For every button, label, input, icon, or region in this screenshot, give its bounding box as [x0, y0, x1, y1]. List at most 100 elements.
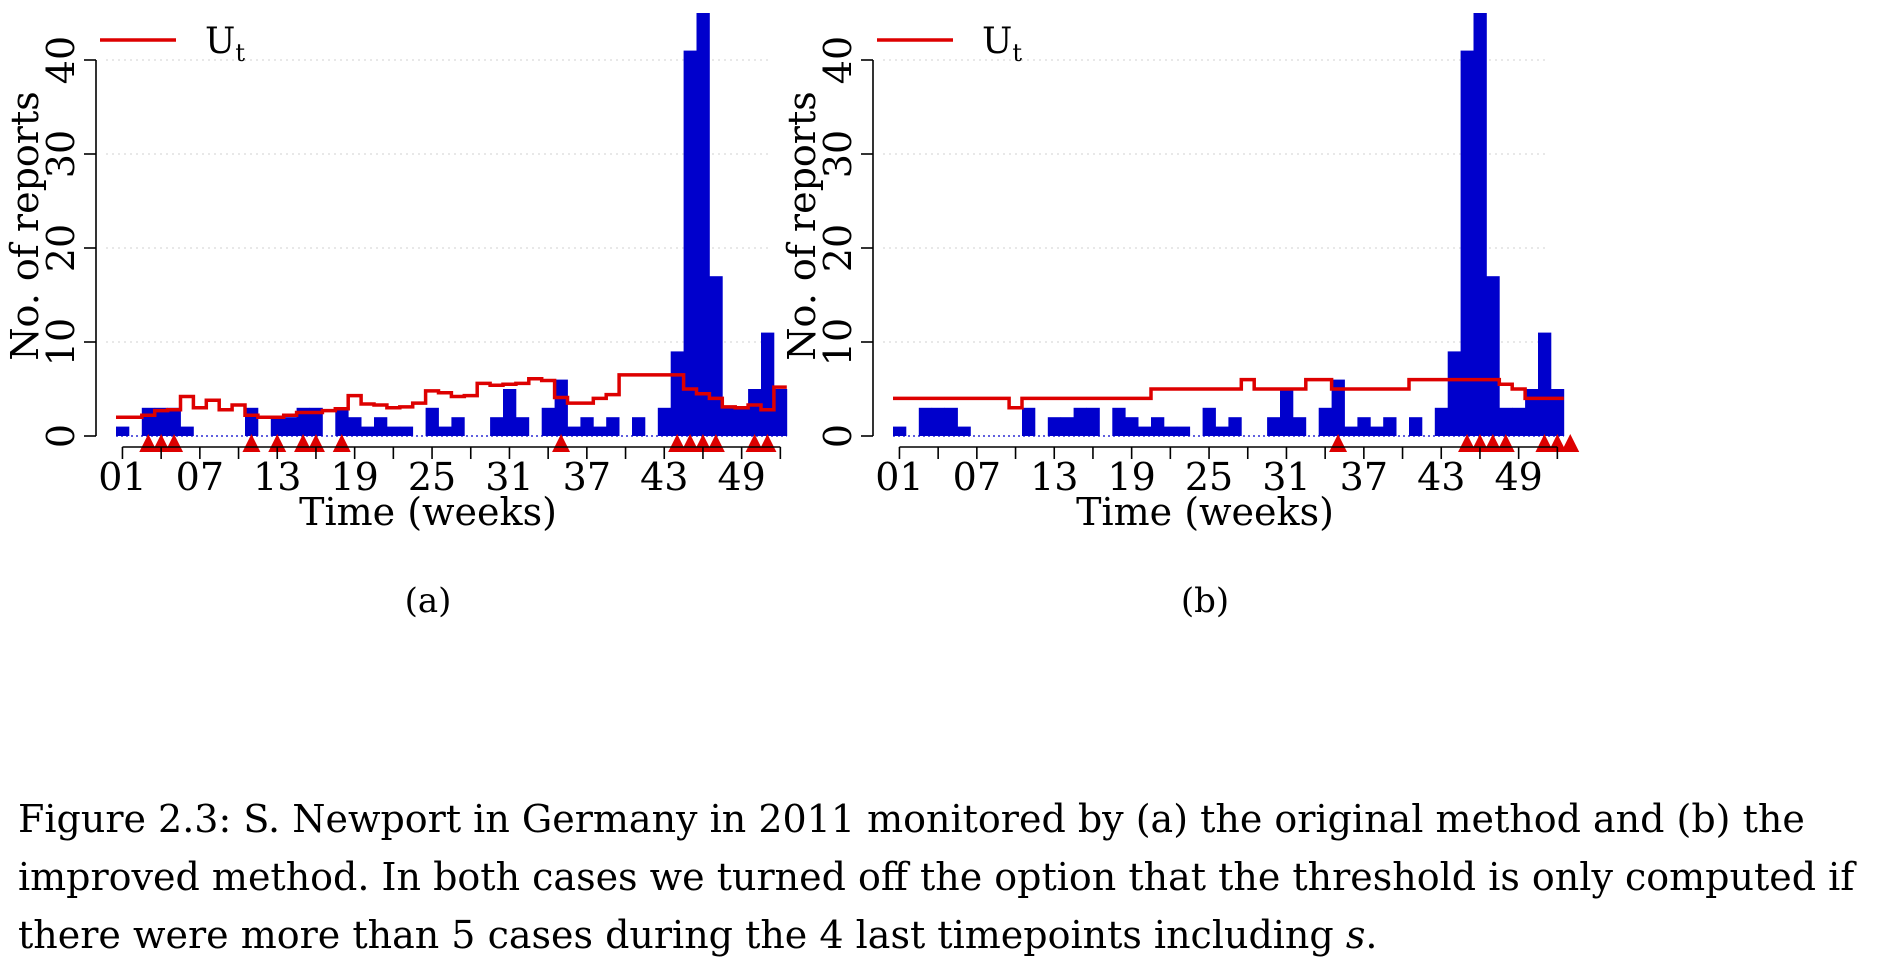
- bar: [167, 407, 181, 436]
- threshold-line: [893, 377, 1564, 410]
- bar: [386, 426, 401, 436]
- alarm-triangle: [706, 434, 725, 452]
- bar: [735, 407, 749, 436]
- bar: [567, 426, 581, 436]
- bar: [1125, 417, 1139, 436]
- caption-end: .: [1365, 913, 1378, 957]
- legend-label: Ut: [205, 21, 245, 67]
- bar: [1512, 407, 1526, 436]
- bar: [606, 417, 620, 436]
- bar: [1357, 417, 1371, 436]
- bar: [1550, 389, 1565, 436]
- bar: [893, 426, 907, 436]
- alarm-triangle: [1329, 434, 1348, 452]
- alarm-triangle: [552, 434, 571, 452]
- bar: [1370, 426, 1384, 436]
- bar: [1344, 426, 1358, 436]
- bar: [683, 50, 697, 436]
- bar: [515, 417, 530, 436]
- y-axis-title: No. of reports: [780, 91, 824, 360]
- x-tick-label: 37: [563, 455, 611, 499]
- bar: [1060, 417, 1074, 436]
- bar: [931, 407, 945, 436]
- bar: [957, 426, 971, 436]
- bar: [374, 417, 388, 436]
- threshold-line: [116, 373, 787, 419]
- bar: [1292, 417, 1307, 436]
- x-tick-label: 13: [1030, 455, 1078, 499]
- y-tick-label: 40: [816, 36, 860, 84]
- x-axis-title: Time (weeks): [299, 490, 557, 534]
- bar: [270, 417, 285, 436]
- bar: [1280, 389, 1294, 436]
- bar: [1086, 407, 1100, 436]
- bar: [1215, 426, 1229, 436]
- bar: [1138, 426, 1152, 436]
- bar: [1151, 417, 1165, 436]
- bar: [154, 407, 168, 436]
- bar: [1267, 417, 1281, 436]
- bar: [361, 426, 375, 436]
- caption-text: Figure 2.3: S. Newport in Germany in 201…: [18, 797, 1855, 957]
- bar: [670, 351, 684, 436]
- x-tick-label: 37: [1340, 455, 1388, 499]
- bar: [632, 417, 646, 436]
- bar: [1022, 407, 1036, 436]
- y-tick-label: 40: [39, 36, 83, 84]
- bar: [580, 417, 594, 436]
- alarm-triangle: [242, 434, 261, 452]
- bar: [1331, 379, 1345, 436]
- bar: [1525, 389, 1539, 436]
- x-tick-label: 01: [98, 455, 146, 499]
- bar: [709, 276, 723, 436]
- bar: [944, 407, 958, 436]
- x-tick-label: 19: [330, 455, 378, 499]
- y-tick-label: 10: [816, 318, 860, 366]
- y-tick-label: 20: [816, 224, 860, 272]
- bar: [1499, 407, 1513, 436]
- bar: [348, 417, 362, 436]
- x-tick-label: 31: [485, 455, 533, 499]
- bar: [245, 407, 259, 436]
- bar: [593, 426, 607, 436]
- bar: [696, 13, 710, 436]
- x-tick-label: 07: [176, 455, 224, 499]
- y-tick-label: 20: [39, 224, 83, 272]
- bar: [1176, 426, 1191, 436]
- alarm-triangle: [332, 434, 351, 452]
- bar: [1318, 407, 1332, 436]
- bar: [1202, 407, 1216, 436]
- bar: [657, 407, 672, 436]
- bar: [503, 389, 517, 436]
- x-axis-title: Time (weeks): [1076, 490, 1334, 534]
- bar: [490, 417, 504, 436]
- x-tick-label: 49: [1494, 455, 1542, 499]
- bar: [309, 407, 323, 436]
- bar: [1112, 407, 1126, 436]
- bar: [438, 426, 452, 436]
- bar: [1383, 417, 1397, 436]
- y-tick-label: 30: [816, 130, 860, 178]
- legend-label: Ut: [982, 21, 1022, 67]
- y-tick-label: 30: [39, 130, 83, 178]
- x-tick-label: 01: [875, 455, 923, 499]
- bar: [399, 426, 414, 436]
- bar: [1486, 276, 1500, 436]
- y-axis-title: No. of reports: [3, 91, 47, 360]
- alarm-triangle: [1496, 434, 1515, 452]
- bar: [283, 417, 297, 436]
- bar: [1163, 426, 1178, 436]
- bar: [451, 417, 465, 436]
- chart-panel-a: 0 10 20 30 40 01 07 13 19 25 31 37 43 49 Time (weeks) N…: [3, 13, 788, 621]
- bar: [335, 407, 349, 436]
- bar: [296, 407, 310, 436]
- bar: [748, 389, 762, 436]
- bar: [1228, 417, 1242, 436]
- bar: [180, 426, 194, 436]
- x-tick-label: 31: [1262, 455, 1310, 499]
- x-tick-label: 19: [1107, 455, 1155, 499]
- chart-panel-b: 0 10 20 30 40 01 07 13 19 25 31 37 43 49 Time (weeks) N…: [780, 13, 1580, 621]
- legend-label-main: U: [982, 21, 1012, 62]
- bar: [1473, 13, 1487, 436]
